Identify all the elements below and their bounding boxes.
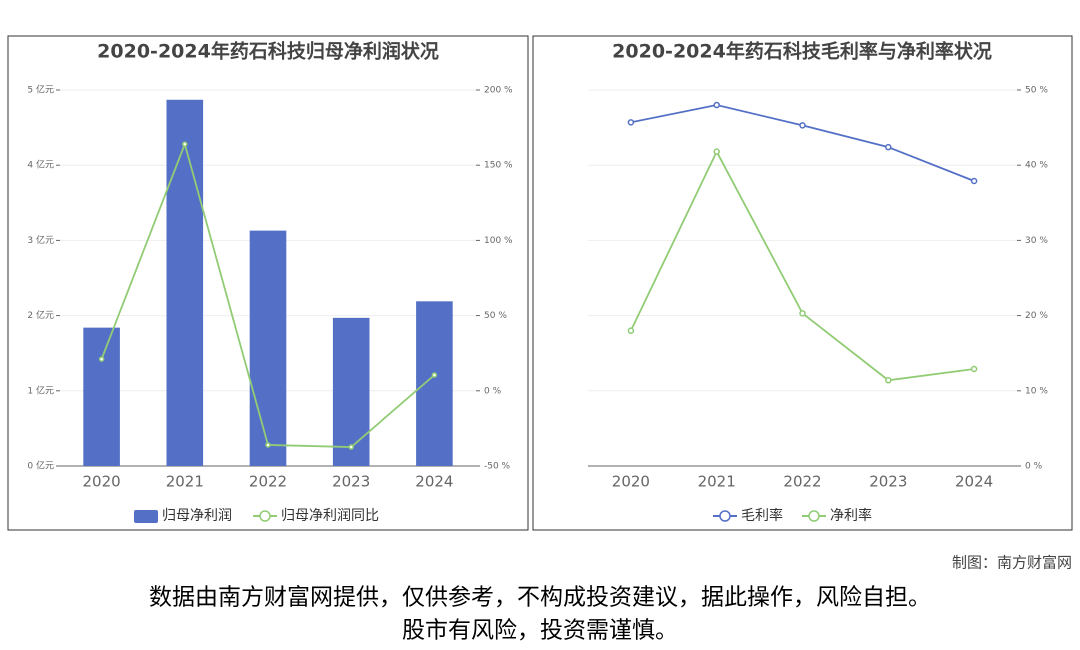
x-tick-label: 2023	[869, 473, 907, 491]
point	[970, 177, 978, 185]
x-tick-label: 2022	[783, 473, 821, 491]
point	[348, 444, 354, 450]
point	[713, 148, 720, 155]
line	[630, 149, 975, 382]
y-tick-label: 0 亿元	[27, 460, 54, 472]
y2-tick-label: 100 %	[484, 236, 513, 246]
legend-label: 归母净利润	[162, 507, 232, 524]
credit: 制图：南方财富网	[952, 554, 1072, 572]
chart-title: 2020-2024年药石科技毛利率与净利率状况	[612, 40, 992, 63]
x-tick-label: 2021	[698, 473, 736, 491]
y2-tick-label: -50 %	[484, 462, 511, 472]
point	[265, 442, 271, 448]
y-tick-label: 2 亿元	[27, 309, 54, 321]
x-tick-label: 2024	[415, 473, 453, 491]
y2-tick-label: 0 %	[1025, 462, 1043, 472]
y-tick-label: 4 亿元	[27, 159, 54, 171]
x-tick-label: 2021	[166, 473, 204, 491]
bar	[166, 99, 204, 466]
y-tick-label: 5 亿元	[27, 84, 54, 96]
y2-tick-label: 40 %	[1025, 161, 1048, 171]
x-tick-label: 2022	[249, 473, 287, 491]
legend-swatch	[808, 510, 820, 522]
point	[431, 372, 438, 378]
bar	[249, 230, 287, 466]
legend-swatch	[719, 510, 731, 522]
point	[885, 143, 892, 151]
legend-label: 毛利率	[741, 507, 783, 524]
y2-tick-label: 30 %	[1025, 236, 1048, 246]
y2-tick-label: 10 %	[1025, 386, 1048, 396]
bar	[416, 301, 453, 466]
point	[98, 356, 105, 362]
y2-tick-label: 200 %	[484, 86, 513, 96]
panel-frame	[7, 35, 529, 531]
y2-tick-label: 20 %	[1025, 311, 1048, 321]
point	[799, 122, 806, 129]
x-tick-label: 2020	[612, 473, 650, 491]
x-tick-label: 2020	[83, 473, 121, 491]
disclaimer: 股市有风险，投资需谨慎。	[402, 618, 678, 644]
legend-label: 归母净利润同比	[281, 507, 379, 524]
point	[713, 101, 720, 109]
x-tick-label: 2024	[955, 473, 993, 491]
y2-tick-label: 50 %	[484, 311, 507, 321]
panel-frame	[532, 35, 1073, 531]
point	[627, 119, 635, 126]
y2-tick-label: 50 %	[1025, 86, 1048, 96]
point	[885, 377, 892, 384]
legend-swatch	[259, 510, 271, 522]
legend-label: 净利率	[830, 507, 872, 524]
point	[627, 327, 635, 334]
y2-tick-label: 150 %	[484, 161, 513, 171]
bar	[83, 327, 120, 466]
point	[970, 365, 978, 373]
y2-tick-label: 0 %	[484, 386, 502, 396]
disclaimer: 数据由南方财富网提供，仅供参考，不构成投资建议，据此操作，风险自担。	[149, 585, 931, 611]
legend-swatch	[134, 510, 158, 523]
x-tick-label: 2023	[332, 473, 370, 491]
bar	[332, 317, 370, 466]
line	[630, 104, 975, 182]
y-tick-label: 3 亿元	[27, 234, 54, 246]
point	[799, 310, 806, 317]
y-tick-label: 1 亿元	[27, 384, 54, 396]
point	[182, 141, 188, 147]
chart-title: 2020-2024年药石科技归母净利润状况	[97, 40, 439, 63]
